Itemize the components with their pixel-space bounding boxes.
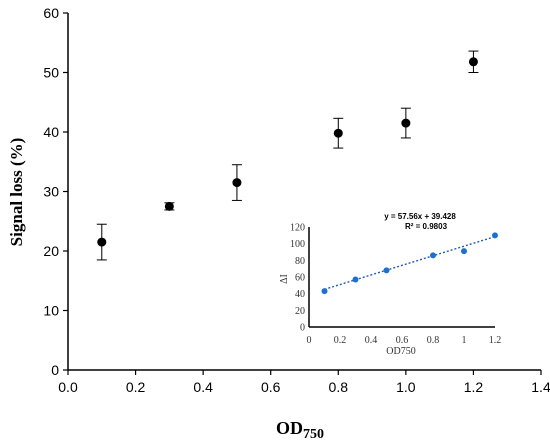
main-y-ticks: 0 10 20 30 40 50 60 (43, 5, 68, 378)
inset-x-tick-label: 0.2 (334, 335, 347, 346)
inset-y-tick-label: 100 (290, 239, 305, 250)
main-x-tick-label: 0.8 (329, 379, 349, 395)
inset-x-tick-label: 0.4 (365, 335, 378, 346)
data-point (164, 201, 174, 211)
inset-x-axis-label: OD750 (386, 346, 415, 357)
main-y-tick-label: 40 (43, 124, 59, 140)
inset-data-points (321, 232, 498, 295)
data-point (97, 237, 107, 247)
x-label-main: OD (276, 418, 303, 438)
main-y-tick-label: 30 (43, 184, 59, 200)
inset-data-point (383, 267, 390, 274)
inset-data-point (492, 232, 498, 239)
main-x-axis-label: OD750 (276, 418, 324, 442)
inset-x-tick-label: 1 (462, 335, 467, 346)
x-label-subscript: 750 (303, 427, 324, 442)
main-y-tick-label: 20 (43, 243, 59, 259)
main-y-tick-label: 0 (51, 362, 59, 378)
inset-r-squared: R² = 0.9803 (405, 222, 448, 231)
inset-y-tick-label: 120 (290, 223, 305, 234)
inset-y-tick-label: 40 (295, 289, 305, 300)
inset-data-point (321, 288, 328, 295)
main-x-ticks: 0.0 0.2 0.4 0.6 0.8 1.0 1.2 1.4 (58, 370, 550, 395)
main-x-tick-label: 1.2 (464, 379, 484, 395)
inset-y-tick-label: 0 (300, 323, 305, 334)
main-x-tick-label: 0.2 (126, 379, 146, 395)
inset-x-tick-label: 0.6 (396, 335, 409, 346)
main-y-tick-label: 60 (43, 5, 59, 21)
inset-y-tick-label: 80 (295, 256, 305, 267)
main-y-tick-label: 50 (43, 65, 59, 81)
inset-y-tick-label: 20 (295, 306, 305, 317)
inset-x-tick-label: 0 (307, 335, 312, 346)
data-point (468, 57, 478, 67)
inset-y-axis-label: ΔI (279, 274, 290, 284)
main-x-tick-label: 0.4 (193, 379, 213, 395)
inset-x-tick-label: 0.8 (427, 335, 440, 346)
inset-data-point (352, 276, 359, 283)
main-data-points (96, 50, 479, 261)
inset-data-point (430, 252, 436, 259)
main-x-tick-label: 0.6 (261, 379, 281, 395)
main-y-axis-label: Signal loss (%) (7, 138, 26, 247)
main-y-tick-label: 10 (43, 303, 59, 319)
data-point (401, 118, 411, 128)
inset-equation: y = 57.56x + 39.428 (384, 212, 456, 221)
inset-y-ticks: 0 20 40 60 80 100 120 (290, 223, 305, 334)
inset-x-ticks: 0 0.2 0.4 0.6 0.8 1 1.2 (307, 335, 502, 346)
inset-y-tick-label: 60 (295, 273, 305, 284)
main-x-tick-label: 1.4 (531, 379, 550, 395)
data-point (232, 178, 242, 188)
main-x-tick-label: 0.0 (58, 379, 78, 395)
inset-plot: 0 20 40 60 80 100 120 0 0.2 0.4 0.6 0.8 1 1.2 y = 57… (279, 212, 501, 357)
inset-x-tick-label: 1.2 (489, 335, 502, 346)
main-x-tick-label: 1.0 (396, 379, 416, 395)
data-point (333, 128, 343, 138)
inset-data-point (461, 248, 467, 255)
